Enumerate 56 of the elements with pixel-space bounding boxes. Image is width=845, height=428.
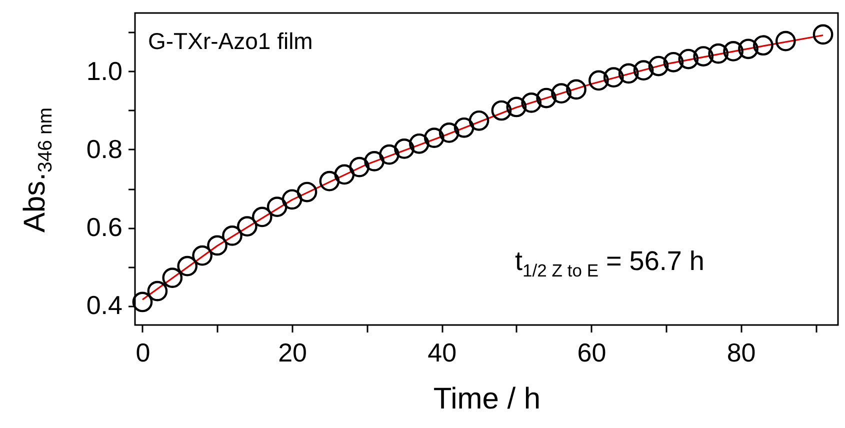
point [454, 117, 474, 138]
x-tick-label: 0 [136, 338, 150, 368]
point [438, 122, 460, 143]
point [319, 170, 340, 192]
point [566, 79, 586, 100]
point [693, 46, 714, 66]
point [468, 110, 490, 131]
x-tick-label: 20 [278, 338, 308, 368]
point [708, 43, 729, 64]
point [775, 30, 796, 52]
point [603, 67, 624, 88]
point [266, 196, 288, 217]
point [618, 63, 639, 84]
x-tick-label: 80 [726, 338, 756, 368]
point [633, 60, 654, 80]
point [379, 144, 400, 165]
point [506, 96, 527, 118]
line-series [142, 34, 824, 300]
point [296, 182, 318, 202]
point [738, 38, 758, 60]
annotation: G-TXr-Azo1 film [148, 28, 313, 54]
point [491, 100, 512, 121]
point [147, 280, 168, 302]
point [723, 41, 744, 62]
point [678, 48, 699, 70]
x-axis-title: Time / h [433, 382, 541, 416]
x-tick-label: 40 [428, 338, 457, 368]
y-tick-label: 1.0 [86, 56, 122, 86]
point [162, 268, 183, 288]
point [424, 128, 444, 148]
point [394, 138, 414, 159]
point [282, 189, 302, 210]
point [349, 156, 370, 178]
point [753, 35, 774, 56]
y-tick-label: 0.8 [86, 134, 122, 164]
point [132, 292, 153, 312]
point [521, 92, 542, 113]
x-tick-label: 60 [577, 338, 606, 368]
point [551, 83, 572, 104]
y-tick-label: 0.6 [86, 212, 122, 242]
point [252, 206, 272, 228]
point [177, 256, 198, 276]
point [588, 70, 609, 91]
point [536, 88, 557, 108]
point [334, 164, 355, 185]
point [663, 52, 684, 72]
annotation: t$_{1/2 Z to E}$ = 56.7 h [515, 246, 704, 280]
point [207, 235, 228, 256]
point [364, 151, 384, 172]
y-tick-label: 0.4 [86, 290, 122, 320]
point [222, 226, 242, 246]
point [192, 245, 212, 266]
point [648, 56, 669, 76]
point [409, 133, 430, 154]
point [237, 216, 258, 236]
point [812, 24, 834, 45]
